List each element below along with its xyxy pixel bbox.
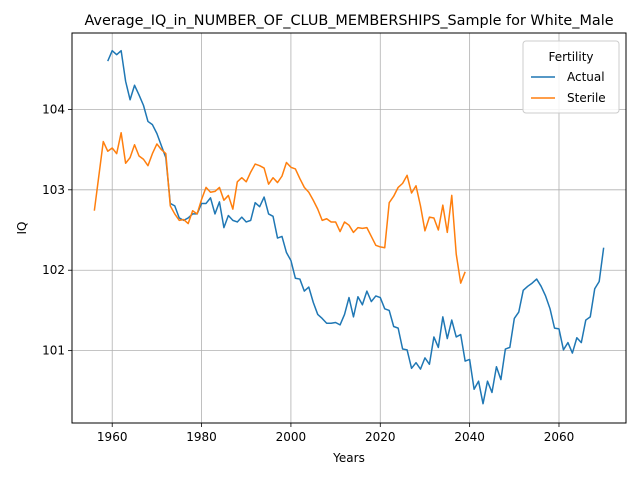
x-tick-label: 2060 bbox=[544, 430, 575, 444]
x-tick-label: 2040 bbox=[454, 430, 485, 444]
x-axis-label: Years bbox=[332, 451, 365, 465]
legend-box bbox=[522, 40, 620, 114]
y-tick-label: 104 bbox=[42, 102, 65, 116]
chart-title: Average_IQ_in_NUMBER_OF_CLUB_MEMBERSHIPS… bbox=[84, 13, 613, 29]
legend-label-actual: Actual bbox=[567, 70, 605, 84]
x-tick-label: 1980 bbox=[186, 430, 217, 444]
y-axis-label: IQ bbox=[15, 222, 29, 235]
plot-frame bbox=[71, 32, 627, 424]
series-lines bbox=[93, 49, 605, 405]
x-tick-label: 1960 bbox=[97, 430, 128, 444]
series-line-sterile bbox=[93, 131, 466, 284]
axis-ticks: 1960 1980 2000 2020 2040 2060 101 102 103 104 bbox=[42, 102, 574, 444]
y-tick-label: 101 bbox=[42, 344, 65, 358]
y-tick-label: 103 bbox=[42, 183, 65, 197]
legend: Fertility Actual Sterile bbox=[522, 40, 620, 114]
y-tick-label: 102 bbox=[42, 263, 65, 277]
legend-title: Fertility bbox=[548, 50, 593, 64]
x-tick-label: 2020 bbox=[365, 430, 396, 444]
x-tick-label: 2000 bbox=[276, 430, 307, 444]
legend-label-sterile: Sterile bbox=[567, 91, 606, 105]
